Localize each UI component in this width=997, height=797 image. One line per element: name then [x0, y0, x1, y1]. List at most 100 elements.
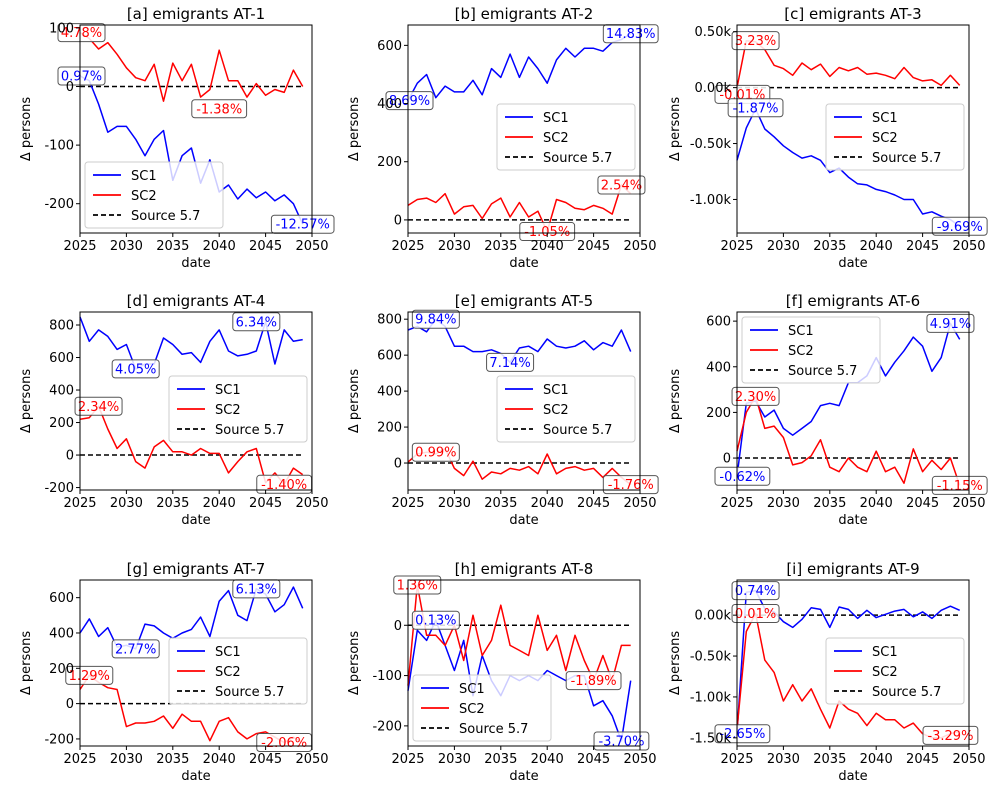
y-tick-label: 400: [49, 626, 74, 641]
y-tick-label: 400: [49, 384, 74, 399]
legend: SC1 SC2 Source 5.7: [825, 637, 965, 705]
annotation-label: -1.87%: [733, 101, 779, 116]
annotation-label: 0.97%: [61, 69, 102, 84]
axes-frame: [79, 311, 313, 491]
axes-frame: [736, 24, 970, 234]
y-axis-label: Δ persons: [19, 97, 34, 162]
series-sc2-line: [79, 674, 304, 744]
x-tick-label: 2045: [577, 752, 610, 767]
series-sc1-line: [79, 75, 304, 225]
x-axis-label: date: [181, 769, 210, 784]
axes-frame: [407, 311, 641, 491]
x-tick-label: 2030: [438, 752, 471, 767]
legend-frame: [168, 375, 308, 443]
x-tick-label: 2025: [391, 496, 424, 511]
annotation-label: 0.13%: [415, 614, 456, 629]
legend-label: SC1: [543, 111, 569, 126]
legend-label: SC1: [215, 383, 241, 398]
subplot-f: [f] emigrants AT-6 SC1 SC2 Source 5.7 4.91% 2…: [668, 292, 988, 528]
y-tick-label: 0: [66, 80, 74, 95]
annotation-label: 6.13%: [236, 582, 277, 597]
annotation-box: [411, 309, 460, 329]
x-tick-label: 2045: [906, 496, 939, 511]
legend-label: SC2: [131, 189, 157, 204]
y-tick-label: -0.50k: [690, 650, 732, 665]
legend-label: SC1: [788, 324, 814, 339]
annotation-sc2: -1.15%: [931, 475, 988, 495]
legend-frame: [825, 637, 965, 705]
subplot-b: [b] emigrants AT-2 SC1 SC2 Source 5.7 14.83%…: [347, 5, 659, 271]
x-tick-label: 2040: [531, 239, 564, 254]
x-tick-label: 2035: [484, 239, 517, 254]
y-tick-label: 400: [377, 97, 402, 112]
series-sc2-line: [79, 31, 304, 102]
x-tick-label: 2035: [813, 239, 846, 254]
x-tick-label: 2040: [203, 752, 236, 767]
y-axis-label: Δ persons: [347, 369, 362, 434]
x-tick-label: 2050: [623, 496, 656, 511]
annotation-box: [486, 352, 535, 372]
y-tick-label: 0.00k: [695, 81, 732, 96]
x-tick-label: 2025: [63, 239, 96, 254]
annotation-label: -1.89%: [571, 674, 617, 689]
y-tick-label: 800: [377, 313, 402, 328]
y-tick-label: -200: [372, 719, 402, 734]
annotation-label: 6.34%: [236, 315, 277, 330]
x-tick-label: 2040: [860, 752, 893, 767]
legend-label: Source 5.7: [543, 151, 612, 166]
annotation-label: -12.57%: [276, 218, 330, 233]
annotation-sc1: -0.62%: [714, 466, 771, 486]
annotation-sc1: 8.69%: [385, 91, 434, 111]
subplot-d: [d] emigrants AT-4 SC1 SC2 Source 5.7 6.34% 4…: [19, 292, 329, 528]
axes-frame: [736, 311, 970, 491]
legend-label: Source 5.7: [872, 151, 941, 166]
legend-label: Source 5.7: [459, 722, 528, 737]
annotation-sc1: 0.74%: [731, 581, 780, 601]
x-axis-label: date: [509, 513, 538, 528]
x-tick-label: 2030: [767, 239, 800, 254]
annotation-box: [714, 724, 771, 744]
y-axis-label: Δ persons: [347, 97, 362, 162]
x-tick-label: 2035: [813, 752, 846, 767]
annotation-sc1: -12.57%: [270, 214, 335, 234]
annotation-label: 2.77%: [115, 642, 156, 657]
annotation-sc1: 0.97%: [57, 66, 106, 86]
subplot-title: [a] emigrants AT-1: [127, 5, 265, 23]
x-tick-label: 2025: [391, 239, 424, 254]
annotation-box: [731, 31, 780, 51]
y-tick-label: 0: [394, 457, 402, 472]
x-tick-label: 2050: [295, 752, 328, 767]
x-tick-label: 2045: [249, 752, 282, 767]
x-tick-label: 2040: [860, 496, 893, 511]
subplot-title: [i] emigrants AT-9: [786, 560, 919, 578]
y-tick-label: 200: [377, 155, 402, 170]
legend-label: Source 5.7: [215, 423, 284, 438]
y-tick-label: -200: [44, 481, 74, 496]
subplot-c: [c] emigrants AT-3 SC1 SC2 Source 5.7 3.23% -…: [668, 5, 988, 271]
y-tick-label: 0: [66, 449, 74, 464]
annotation-sc1: -2.65%: [714, 724, 771, 744]
annotation-box: [731, 581, 780, 601]
annotation-sc1: -1.87%: [727, 98, 784, 118]
legend-label: SC2: [872, 665, 898, 680]
legend: SC1 SC2 Source 5.7: [496, 375, 636, 443]
annotation-sc2: 3.23%: [731, 31, 780, 51]
annotation-label: 2.54%: [601, 179, 642, 194]
axes-frame: [79, 579, 313, 747]
annotation-box: [593, 731, 650, 751]
subplot-title: [g] emigrants AT-7: [127, 560, 266, 578]
y-tick-label: -1.50k: [690, 731, 732, 746]
annotation-sc2: -1.76%: [602, 475, 659, 495]
annotation-box: [731, 604, 780, 624]
annotation-box: [111, 639, 160, 659]
annotation-sc2: 4.78%: [57, 23, 106, 43]
series-sc2-line: [407, 184, 632, 233]
annotation-box: [191, 99, 248, 119]
series-sc1-line: [407, 33, 632, 101]
legend: SC1 SC2 Source 5.7: [741, 316, 881, 384]
y-tick-label: 600: [377, 39, 402, 54]
x-axis-label: date: [509, 769, 538, 784]
legend-frame: [496, 103, 636, 171]
x-tick-label: 2050: [952, 496, 985, 511]
